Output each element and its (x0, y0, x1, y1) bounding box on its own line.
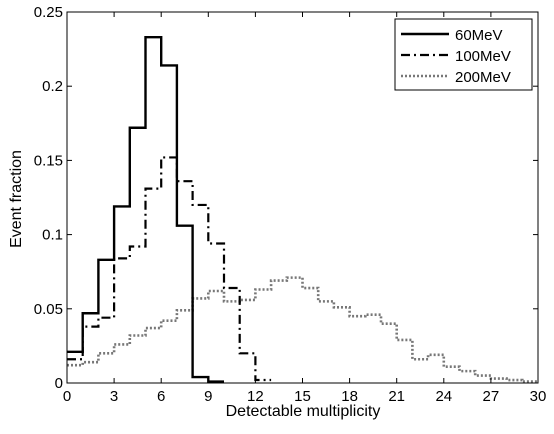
y-tick-label: 0.05 (34, 301, 63, 318)
x-tick-label: 0 (63, 388, 71, 405)
x-tick-label: 27 (483, 388, 500, 405)
legend-label: 100MeV (455, 48, 511, 65)
x-tick-label: 3 (110, 388, 118, 405)
y-tick-label: 0.1 (42, 227, 63, 244)
x-tick-labels: 0 3 6 9 12 15 18 21 24 27 30 (63, 388, 547, 405)
y-tick-label: 0 (55, 375, 63, 392)
x-axis-label: Detectable multiplicity (226, 403, 381, 420)
plot-area (67, 36, 538, 383)
x-tick-label: 21 (388, 388, 405, 405)
axis-ticks (66, 11, 539, 384)
x-tick-label: 9 (204, 388, 212, 405)
series-line-60MeV (67, 36, 224, 383)
y-tick-label: 0.2 (42, 78, 63, 95)
y-axis-label: Event fraction (8, 150, 25, 248)
x-tick-label: 15 (294, 388, 311, 405)
legend-box (394, 18, 533, 91)
y-tick-labels: 0 0.05 0.1 0.15 0.2 0.25 (34, 4, 63, 392)
x-tick-label: 24 (435, 388, 452, 405)
legend-label: 60MeV (455, 27, 503, 44)
y-tick-label: 0.25 (34, 4, 63, 21)
series-line-100MeV (67, 156, 272, 382)
y-tick-label: 0.15 (34, 152, 63, 169)
x-tick-label: 6 (157, 388, 165, 405)
legend-label: 200MeV (455, 69, 511, 86)
series-line-200MeV (67, 276, 538, 383)
x-tick-label: 30 (530, 388, 547, 405)
legend: 60MeV 100MeV 200MeV (394, 18, 533, 91)
x-tick-label: 12 (247, 388, 264, 405)
x-tick-label: 18 (341, 388, 358, 405)
